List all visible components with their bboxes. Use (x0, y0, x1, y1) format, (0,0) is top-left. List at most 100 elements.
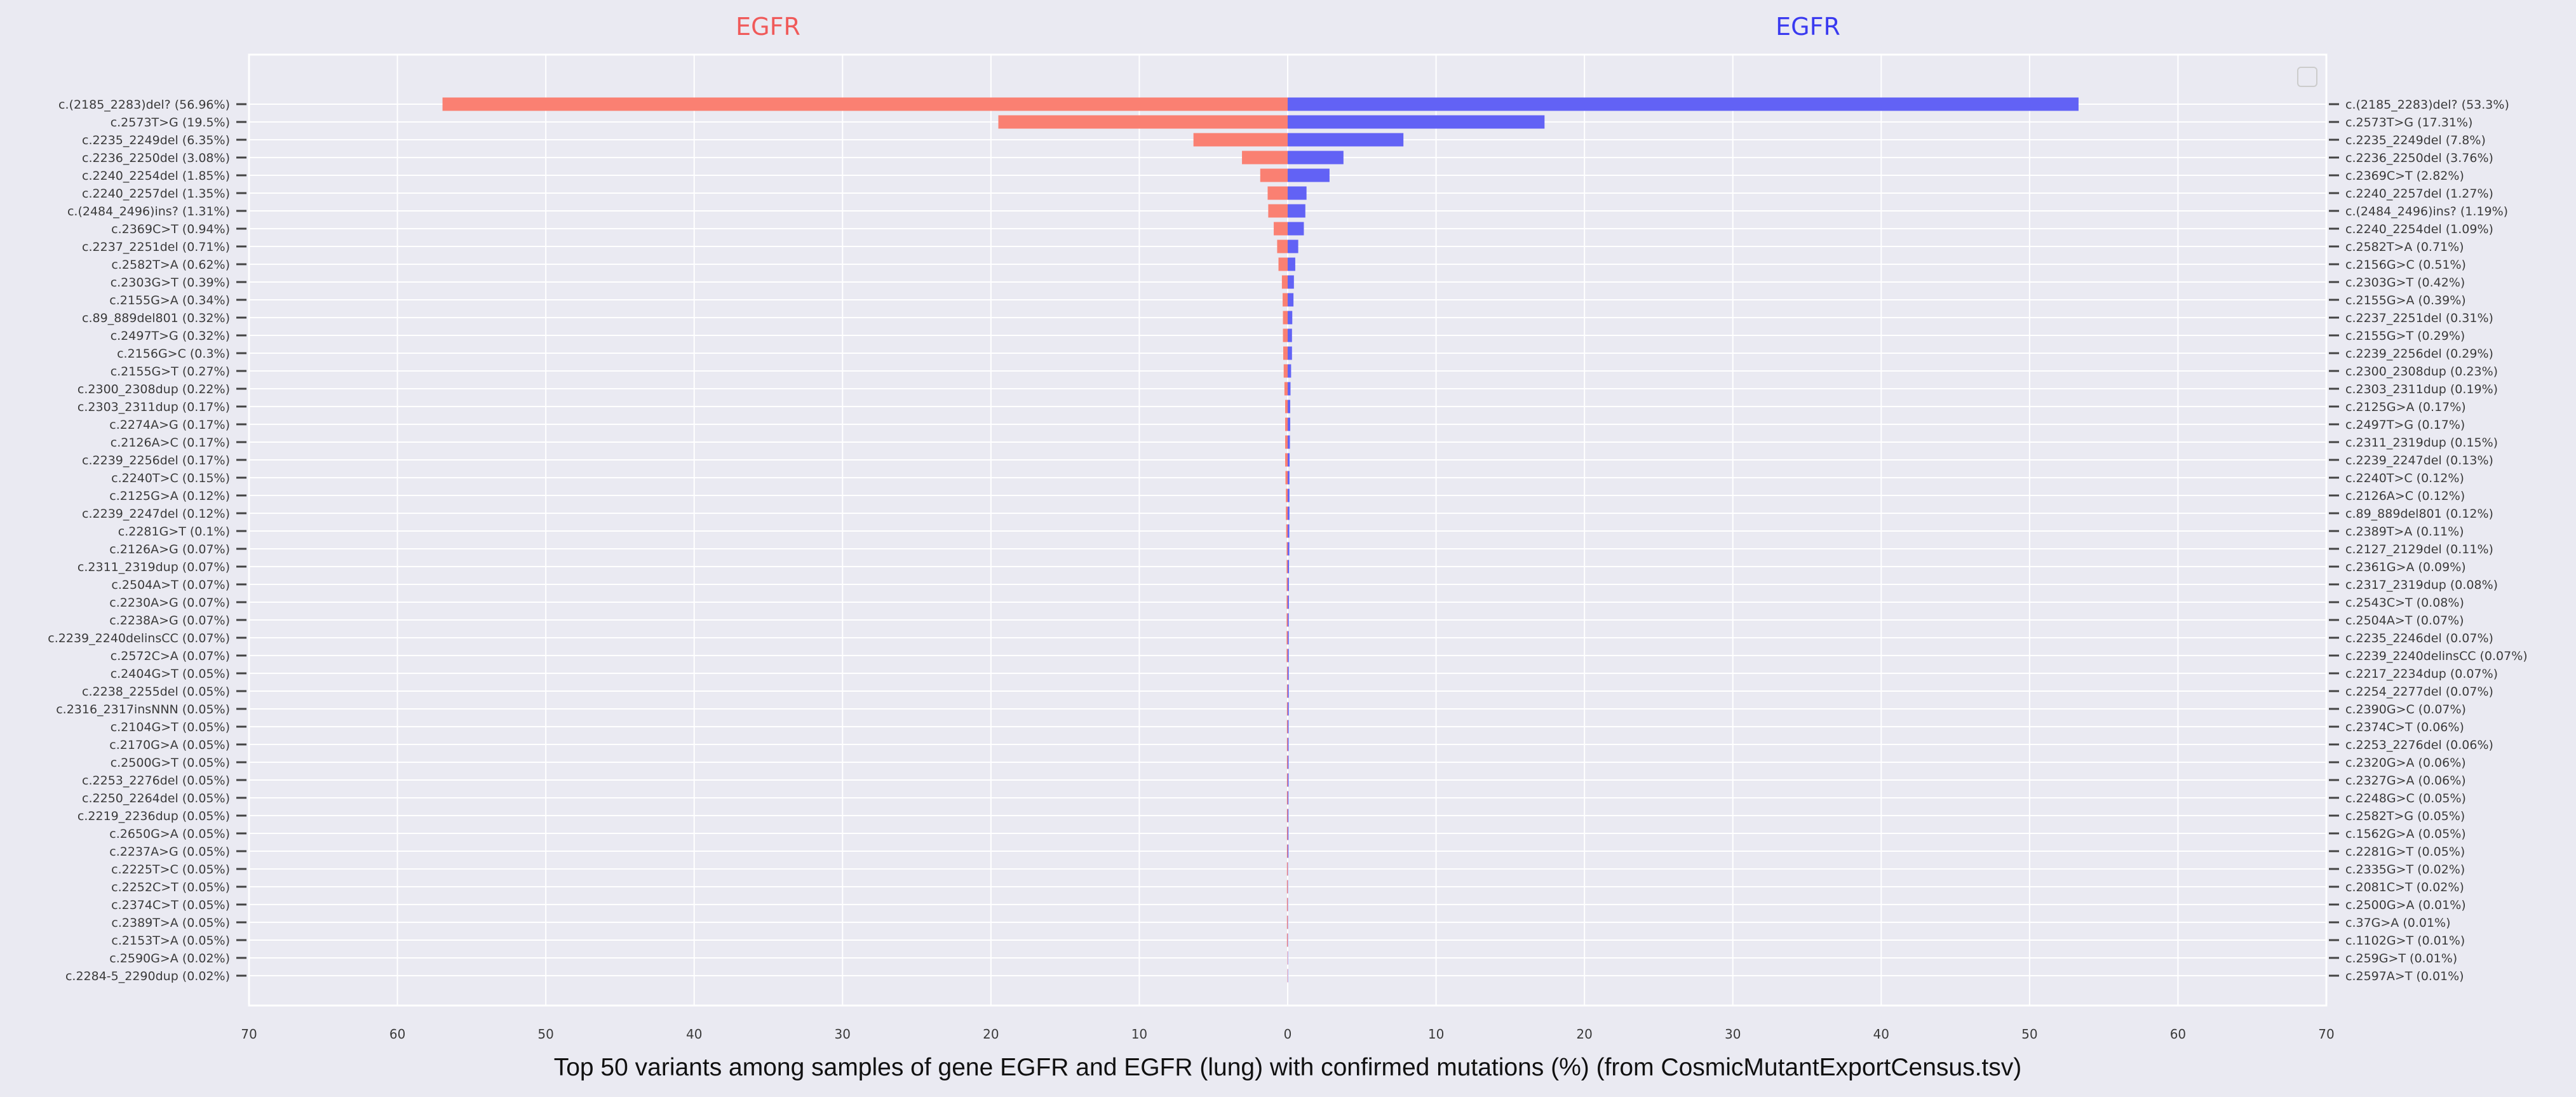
left-category-label: c.2500G>T (0.05%) (111, 756, 230, 770)
x-tick-label: 30 (835, 1026, 851, 1042)
bar-left (1286, 506, 1288, 520)
bar-left (1260, 168, 1288, 182)
right-category-label: c.2320G>A (0.06%) (2345, 756, 2466, 770)
bar-left (1286, 826, 1288, 840)
bar-right (1288, 649, 1289, 663)
left-category-label: c.2504A>T (0.07%) (111, 578, 230, 592)
right-category-label: c.2335G>T (0.02%) (2345, 863, 2465, 877)
bar-right (1288, 435, 1290, 449)
bar-left (1286, 880, 1288, 894)
bar-left (1286, 702, 1288, 716)
left-category-label: c.2126A>G (0.07%) (109, 542, 230, 556)
left-category-label: c.2239_2247del (0.12%) (82, 507, 230, 521)
left-category-label: c.2389T>A (0.05%) (111, 916, 230, 930)
left-category-label: c.2219_2236dup (0.05%) (78, 809, 230, 823)
left-category-label: c.2238_2255del (0.05%) (82, 685, 230, 699)
right-category-label: c.2597A>T (0.01%) (2345, 969, 2464, 983)
left-category-label: c.2240_2257del (1.35%) (82, 187, 230, 201)
bar-left (1286, 773, 1288, 787)
bar-left (1193, 133, 1288, 147)
x-tick-label: 10 (1131, 1026, 1147, 1042)
left-category-label: c.2300_2308dup (0.22%) (78, 382, 230, 396)
x-tick-label: 50 (2021, 1026, 2037, 1042)
bar-left (1286, 915, 1288, 929)
left-panel-title: EGFR (736, 13, 800, 41)
left-category-label: c.2230A>G (0.07%) (109, 596, 230, 610)
right-category-label: c.2240_2257del (1.27%) (2345, 187, 2493, 201)
left-category-label: c.2239_2256del (0.17%) (82, 454, 230, 468)
x-tick-label: 60 (389, 1026, 405, 1042)
right-category-label: c.2237_2251del (0.31%) (2345, 311, 2493, 325)
left-category-label: c.2281G>T (0.1%) (118, 525, 230, 539)
right-category-label: c.2500G>A (0.01%) (2345, 898, 2466, 912)
bar-left (1286, 809, 1288, 823)
left-category-label: c.2374C>T (0.05%) (111, 898, 230, 912)
left-category-label: c.2497T>G (0.32%) (111, 329, 230, 343)
left-category-label: c.2225T>C (0.05%) (111, 863, 230, 877)
right-category-label: c.2127_2129del (0.11%) (2345, 542, 2493, 556)
x-tick-label: 60 (2170, 1026, 2186, 1042)
bar-left (1286, 631, 1288, 645)
left-category-label: c.2240T>C (0.15%) (111, 471, 230, 485)
bar-left (998, 115, 1288, 129)
bar-right (1288, 613, 1289, 627)
right-category-label: c.37G>A (0.01%) (2345, 916, 2451, 930)
right-category-label: c.2235_2249del (7.8%) (2345, 133, 2486, 147)
right-category-label: c.2281G>T (0.05%) (2345, 845, 2465, 859)
x-tick-label: 70 (2318, 1026, 2334, 1042)
bar-left (1283, 311, 1288, 325)
bar-left (1267, 186, 1288, 200)
left-category-label: c.2239_2240delinsCC (0.07%) (48, 631, 230, 645)
bar-left (1285, 453, 1288, 467)
left-category-label: c.2369C>T (0.94%) (111, 222, 230, 236)
bar-right (1288, 524, 1290, 538)
bar-right (1288, 631, 1289, 645)
right-category-label: c.2497T>G (0.17%) (2345, 418, 2465, 432)
right-category-label: c.259G>T (0.01%) (2345, 952, 2457, 966)
right-category-label: c.2573T>G (17.31%) (2345, 116, 2472, 130)
x-axis-label: Top 50 variants among samples of gene EG… (554, 1054, 2022, 1081)
left-category-label: c.2404G>T (0.05%) (111, 667, 230, 681)
bar-right (1288, 400, 1290, 414)
bar-left (1283, 346, 1288, 360)
x-tick-label: 30 (1725, 1026, 1741, 1042)
bar-right (1288, 382, 1291, 396)
x-tick-label: 50 (537, 1026, 553, 1042)
bar-right (1288, 133, 1404, 147)
bar-left (1285, 417, 1288, 431)
x-tick-label: 40 (1873, 1026, 1889, 1042)
bar-right (1288, 417, 1290, 431)
x-tick-label: 0 (1284, 1026, 1292, 1042)
bars-group (442, 97, 2079, 983)
bar-left (1286, 684, 1288, 698)
left-category-label: c.2238A>G (0.07%) (109, 614, 230, 628)
left-category-label: c.2252C>T (0.05%) (111, 880, 230, 894)
left-category-label: c.2316_2317insNNN (0.05%) (56, 703, 230, 717)
right-category-label: c.(2185_2283)del? (53.3%) (2345, 98, 2509, 112)
bar-left (1286, 791, 1288, 805)
bar-left (1286, 524, 1288, 538)
left-category-label: c.2155G>T (0.27%) (111, 365, 230, 379)
bar-left (1283, 293, 1288, 307)
left-category-label: c.2156G>C (0.3%) (117, 347, 230, 361)
bar-left (1286, 666, 1288, 680)
bar-right (1288, 168, 1330, 182)
right-category-label: c.2311_2319dup (0.15%) (2345, 436, 2498, 450)
left-category-label: c.2303G>T (0.39%) (111, 276, 230, 290)
right-category-label: c.2253_2276del (0.06%) (2345, 738, 2493, 752)
bar-left (1284, 382, 1288, 396)
right-category-label: c.2389T>A (0.11%) (2345, 525, 2464, 539)
bar-left (1286, 560, 1288, 574)
right-category-label: c.2254_2277del (0.07%) (2345, 685, 2493, 699)
bar-right (1288, 222, 1304, 236)
right-category-label: c.1562G>A (0.05%) (2345, 827, 2466, 841)
bar-right (1288, 364, 1291, 378)
bar-left (1286, 755, 1288, 769)
bar-left (1286, 577, 1288, 591)
right-category-label: c.2543C>T (0.08%) (2345, 596, 2464, 610)
right-category-label: c.2303_2311dup (0.19%) (2345, 382, 2498, 396)
right-category-label: c.2582T>A (0.71%) (2345, 240, 2464, 254)
bar-left (1268, 204, 1288, 218)
right-category-label: c.(2484_2496)ins? (1.19%) (2345, 205, 2508, 219)
bar-left (1285, 471, 1288, 485)
